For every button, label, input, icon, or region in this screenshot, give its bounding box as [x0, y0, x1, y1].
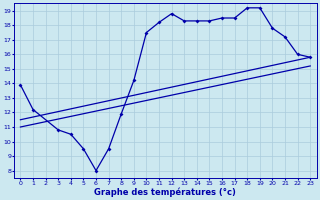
X-axis label: Graphe des températures (°c): Graphe des températures (°c) — [94, 187, 236, 197]
